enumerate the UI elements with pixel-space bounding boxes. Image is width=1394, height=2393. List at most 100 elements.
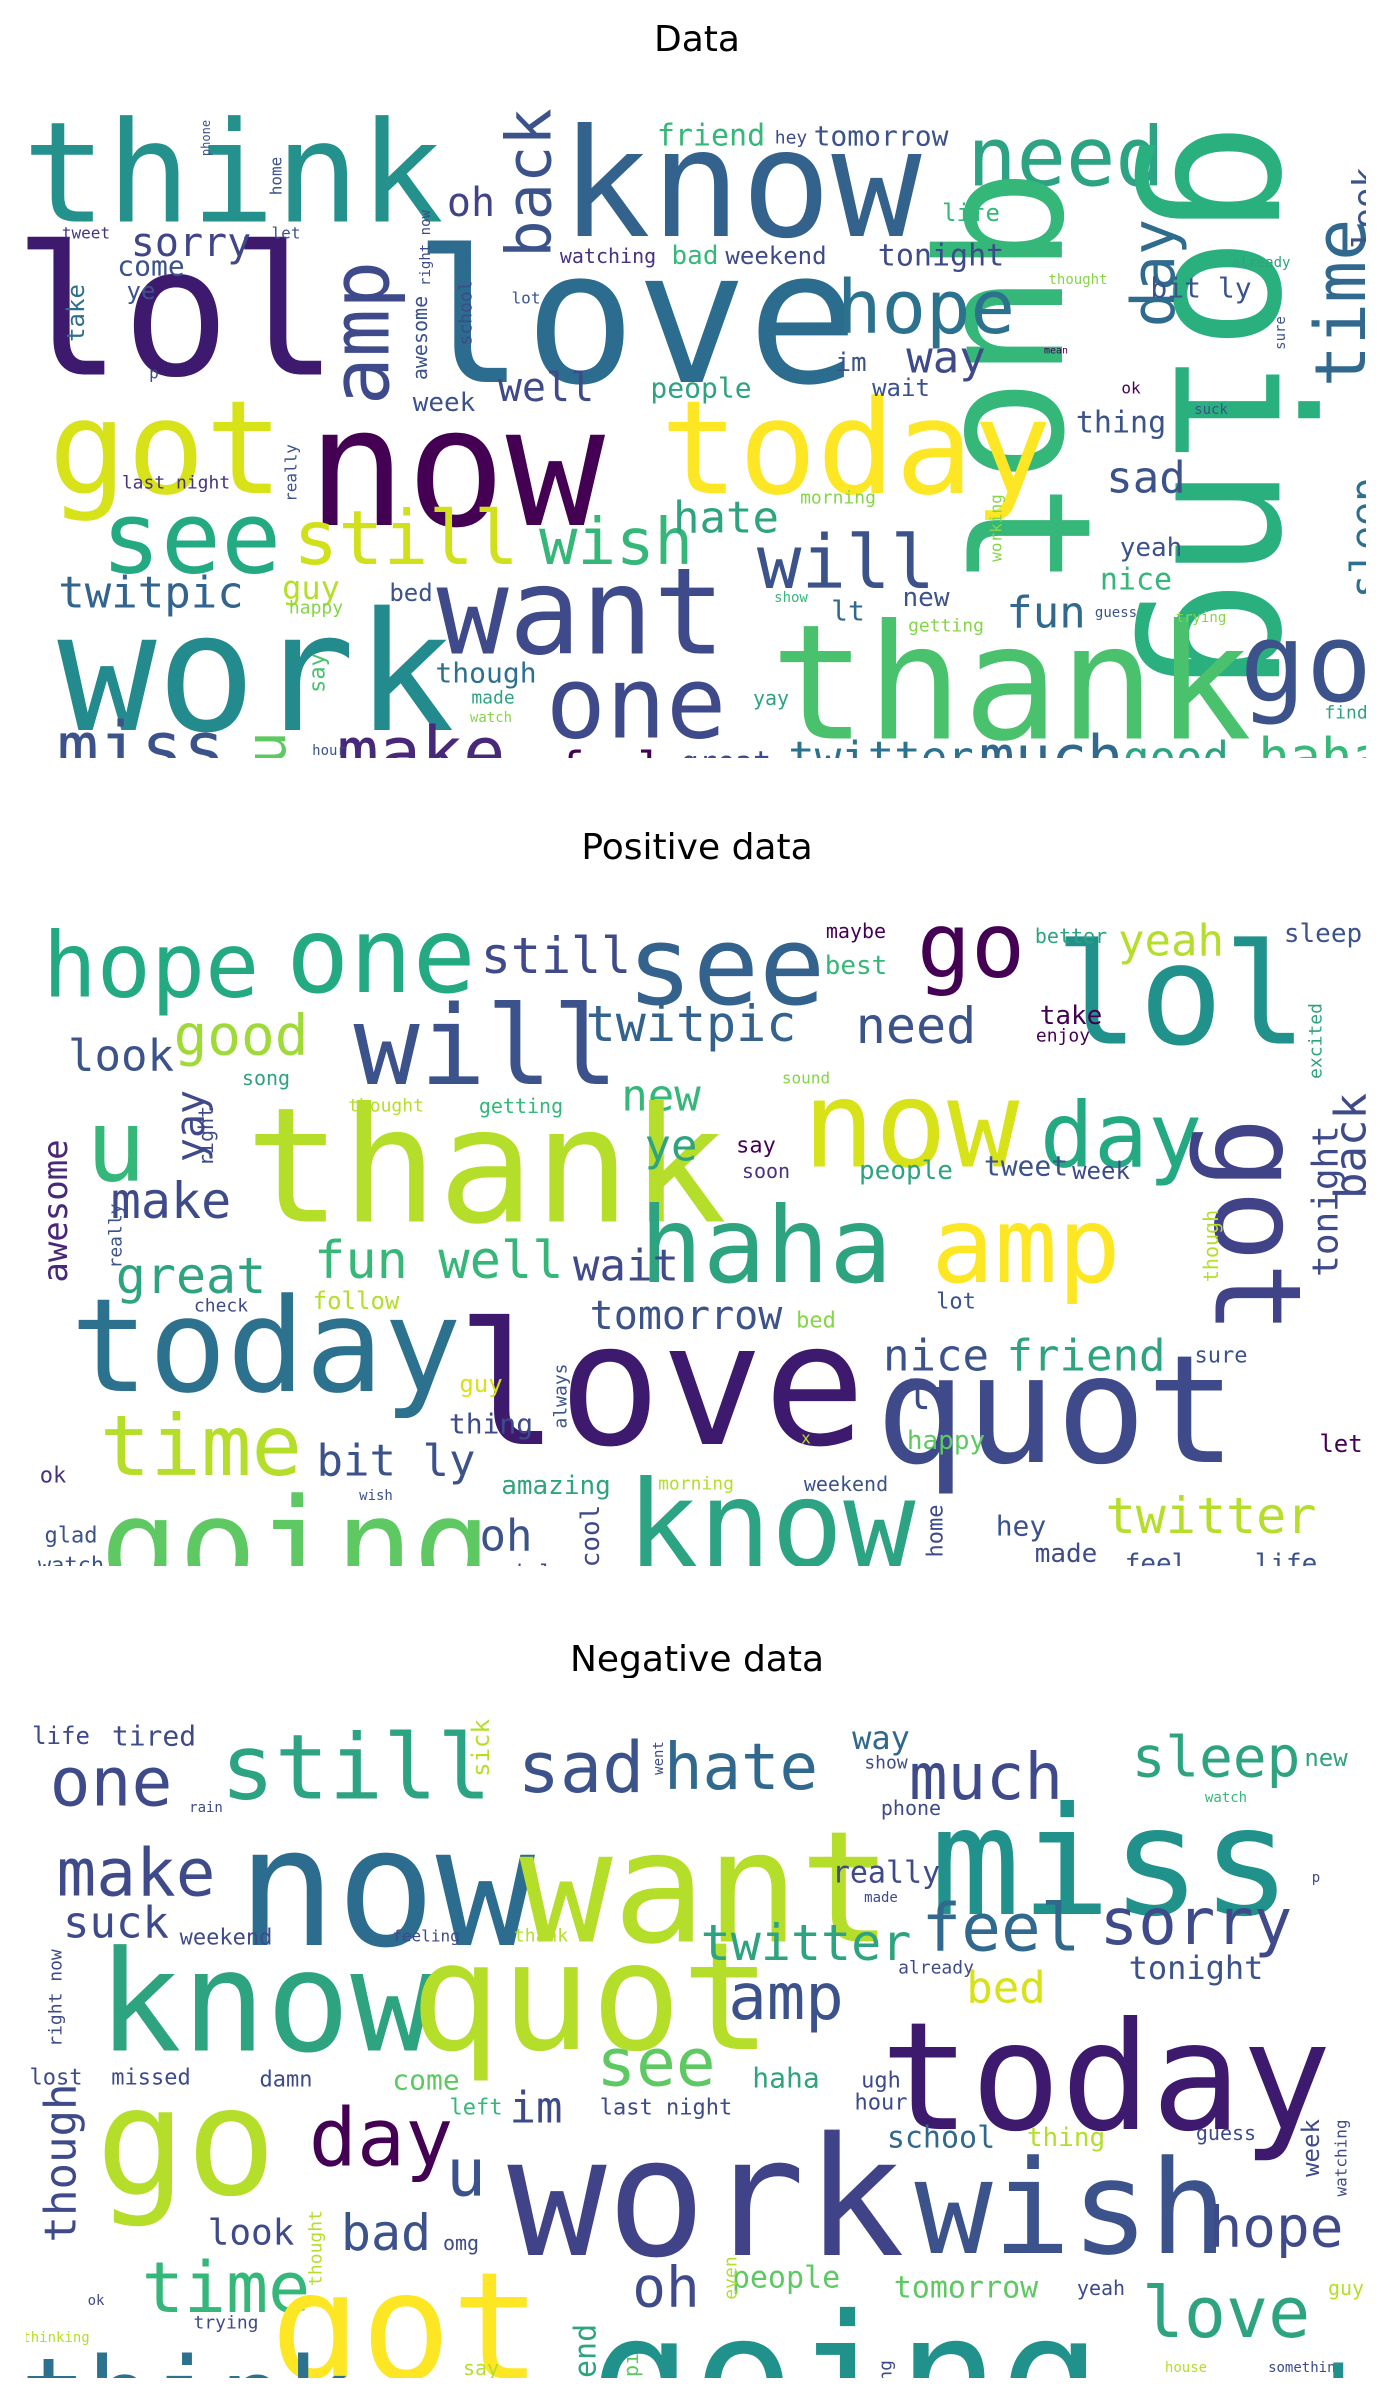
word-wish: wish <box>539 506 693 580</box>
word-school: school <box>456 280 477 345</box>
word-twitter: twitter <box>701 1914 912 1972</box>
word-still: still <box>293 494 519 582</box>
word-hour: hour <box>855 2091 908 2116</box>
word-home: home <box>924 1505 949 1558</box>
word-happy: happy <box>907 1426 985 1456</box>
word-look: look <box>208 2213 295 2254</box>
word-x: x <box>801 1429 811 1448</box>
word-lot: lot <box>936 1290 976 1315</box>
word-im: im <box>835 348 866 378</box>
word-tomorrow: tomorrow <box>590 1293 784 1339</box>
word-ok: ok <box>40 1464 67 1489</box>
word-go: go <box>917 894 1025 999</box>
word-last-night: last night <box>600 2096 732 2121</box>
word-thing: thing <box>449 1408 533 1441</box>
word-make: make <box>111 1172 231 1230</box>
word-thought: thought <box>348 1096 424 1117</box>
word-wait: wait <box>872 374 930 402</box>
word-omg: omg <box>443 2231 479 2255</box>
word-go: go <box>96 2056 277 2230</box>
word-time: time <box>142 2247 311 2329</box>
word-guy: guy <box>282 569 340 607</box>
word-getting: getting <box>876 2360 897 2378</box>
word-amp: amp <box>315 261 408 406</box>
word-thinking: thinking <box>26 2330 90 2346</box>
word-something: something <box>1268 2360 1344 2376</box>
word-need: need <box>967 111 1164 206</box>
word-know: know <box>627 1457 917 1567</box>
word-time: time <box>1300 219 1366 388</box>
word-friend: friend <box>657 119 765 154</box>
word-song: song <box>242 1066 290 1090</box>
panel-negative-title: Negative data <box>569 1639 825 1680</box>
word-bed: bed <box>796 1309 836 1334</box>
word-time: time <box>100 1397 302 1495</box>
word-know: know <box>560 98 922 272</box>
word-really: really <box>282 444 301 502</box>
word-life: life <box>1255 1549 1318 1566</box>
word-fun: fun <box>314 1231 408 1291</box>
word-sure: sure <box>1273 316 1289 350</box>
word-feel: feel <box>1125 1549 1188 1566</box>
word-let: let <box>272 224 301 243</box>
word-already: already <box>1231 255 1290 271</box>
word-well: well <box>498 365 594 411</box>
word-say: say <box>463 2356 499 2378</box>
word-amazing: amazing <box>501 1471 611 1501</box>
word-well: well <box>438 1231 563 1291</box>
word-soon: soon <box>742 1159 790 1183</box>
word-hope: hope <box>837 265 1015 351</box>
word-thing: thing <box>1027 2123 1105 2153</box>
word-say: say <box>736 1134 776 1159</box>
word-hate: hate <box>673 493 779 544</box>
word-show: show <box>774 590 808 606</box>
word-now: now <box>307 372 606 564</box>
word-home: home <box>267 157 286 196</box>
word-way: way <box>906 333 985 384</box>
word-sick: sick <box>467 1719 495 1777</box>
word-see: see <box>101 480 282 597</box>
word-morning: morning <box>800 488 876 509</box>
word-nice: nice <box>1100 563 1172 598</box>
word-think: think <box>26 2334 352 2378</box>
word-going: going <box>1131 122 1352 694</box>
word-lt: lt <box>907 1373 955 1419</box>
word-made: made <box>864 1890 898 1906</box>
word-bit-ly: bit ly <box>317 1436 476 1487</box>
word-sleep: sleep <box>1343 478 1366 598</box>
word-now: now <box>803 1057 1020 1196</box>
word-always: always <box>551 1363 572 1428</box>
word-show: show <box>864 1753 908 1774</box>
word-right-now: right now <box>46 1949 67 2047</box>
word-quot: quot <box>925 167 1128 588</box>
word-tired: tired <box>112 1720 196 1753</box>
word-people: people <box>859 1156 953 1186</box>
word-hope: hope <box>43 914 260 1019</box>
word-week: week <box>1072 1157 1130 1185</box>
word-think: think <box>26 93 444 256</box>
word-haha: haha <box>1258 728 1366 758</box>
word-twitpic: twitpic <box>58 568 243 619</box>
word-sound: sound <box>782 1069 830 1088</box>
word-great: great <box>116 1247 267 1305</box>
word-working: working <box>987 494 1006 561</box>
word-last-night: last night <box>122 473 230 494</box>
word-now: now <box>237 1792 536 1984</box>
wordcloud-negative: life tired one still sick sad hate went way show m… <box>26 1678 1366 2378</box>
word-new: new <box>621 1071 701 1122</box>
word-even: even <box>721 2256 742 2299</box>
word-hate: hate <box>664 1731 818 1805</box>
word-tonight: tonight <box>1306 1125 1347 1277</box>
word-lol: lol <box>1055 915 1308 1078</box>
word-tomorrow: tomorrow <box>814 120 949 153</box>
word-u: u <box>446 2135 486 2212</box>
word-trying: trying <box>193 2313 258 2334</box>
word-though: though <box>435 657 536 690</box>
word-love: love <box>413 210 859 426</box>
word-sorry: sorry <box>1100 1886 1293 1960</box>
word-sad: sad <box>1106 453 1185 504</box>
word-guy: guy <box>1328 2276 1364 2300</box>
word-tonight: tonight <box>1129 1949 1264 1987</box>
word-watching: watching <box>1332 2119 1351 2196</box>
word-oh: oh <box>480 1511 533 1562</box>
